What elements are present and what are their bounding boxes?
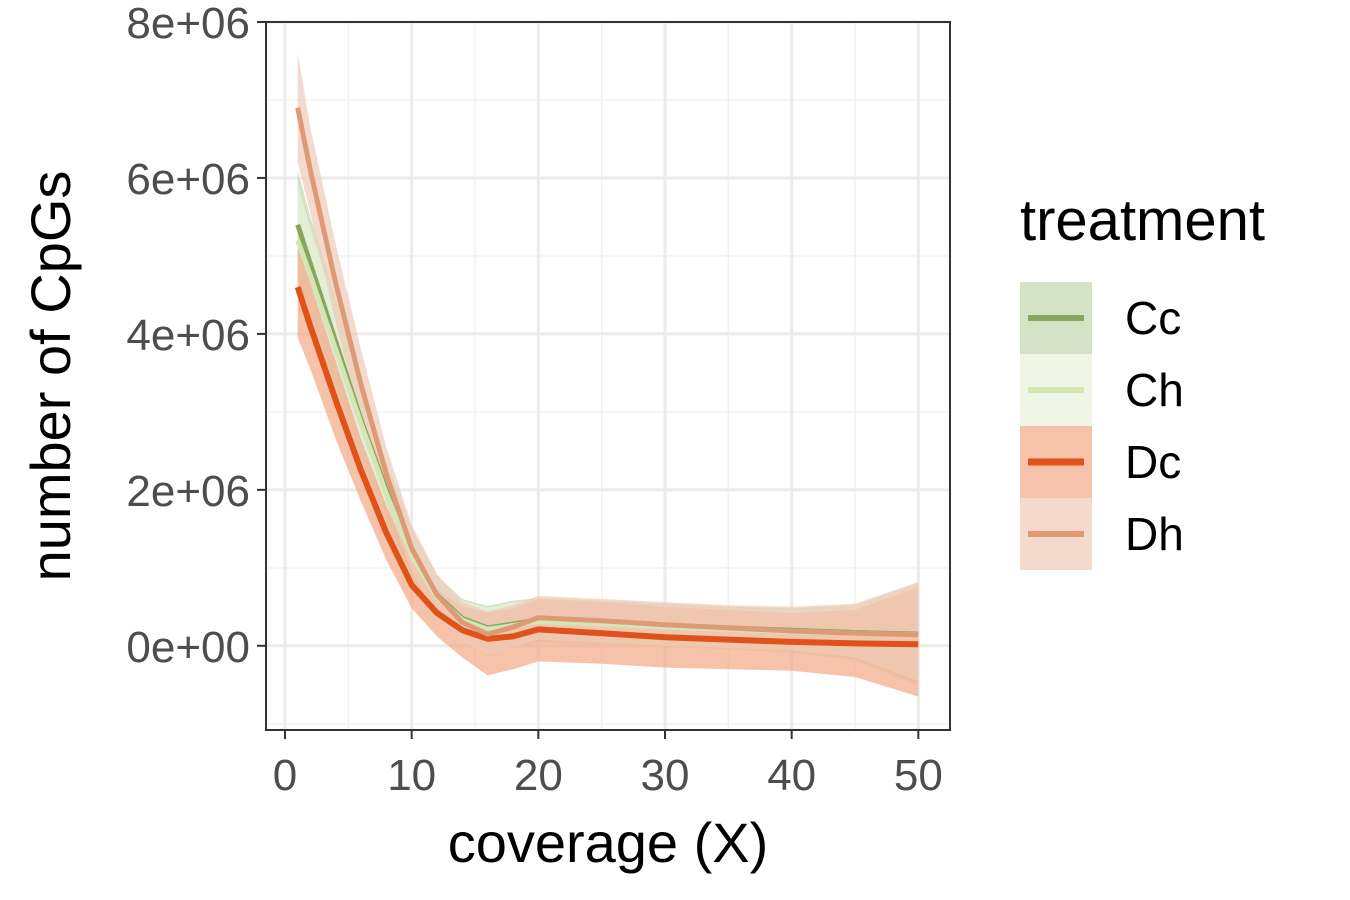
legend: treatment Cc Ch Dc Dh xyxy=(1020,188,1265,570)
y-tick-label: 0e+00 xyxy=(126,623,250,672)
line-dh xyxy=(295,107,919,638)
legend-label-ch: Ch xyxy=(1125,364,1184,416)
series-lines xyxy=(294,107,919,648)
axis-ticks: 0 10 20 30 40 50 0e+00 2e+06 4e+06 6e+06 8e+06 xyxy=(126,0,942,800)
legend-label-dh: Dh xyxy=(1125,508,1184,560)
x-tick-label: 40 xyxy=(767,751,816,800)
legend-title: treatment xyxy=(1020,188,1265,253)
line-dc xyxy=(294,286,919,648)
x-tick-label: 10 xyxy=(387,751,436,800)
x-tick-label: 30 xyxy=(641,751,690,800)
y-tick-label: 4e+06 xyxy=(126,311,250,360)
y-axis-title: number of CpGs xyxy=(19,171,82,582)
x-tick-label: 20 xyxy=(514,751,563,800)
panel-border xyxy=(265,21,951,731)
y-tick-label: 8e+06 xyxy=(126,0,250,48)
legend-label-dc: Dc xyxy=(1125,436,1181,488)
band-dh xyxy=(297,53,919,681)
legend-label-cc: Cc xyxy=(1125,292,1181,344)
x-tick-label: 0 xyxy=(273,751,297,800)
grid xyxy=(266,20,950,730)
y-tick-label: 2e+06 xyxy=(126,467,250,516)
y-tick-label: 6e+06 xyxy=(126,155,250,204)
x-tick-label: 50 xyxy=(894,751,943,800)
x-axis-title: coverage (X) xyxy=(448,811,769,874)
